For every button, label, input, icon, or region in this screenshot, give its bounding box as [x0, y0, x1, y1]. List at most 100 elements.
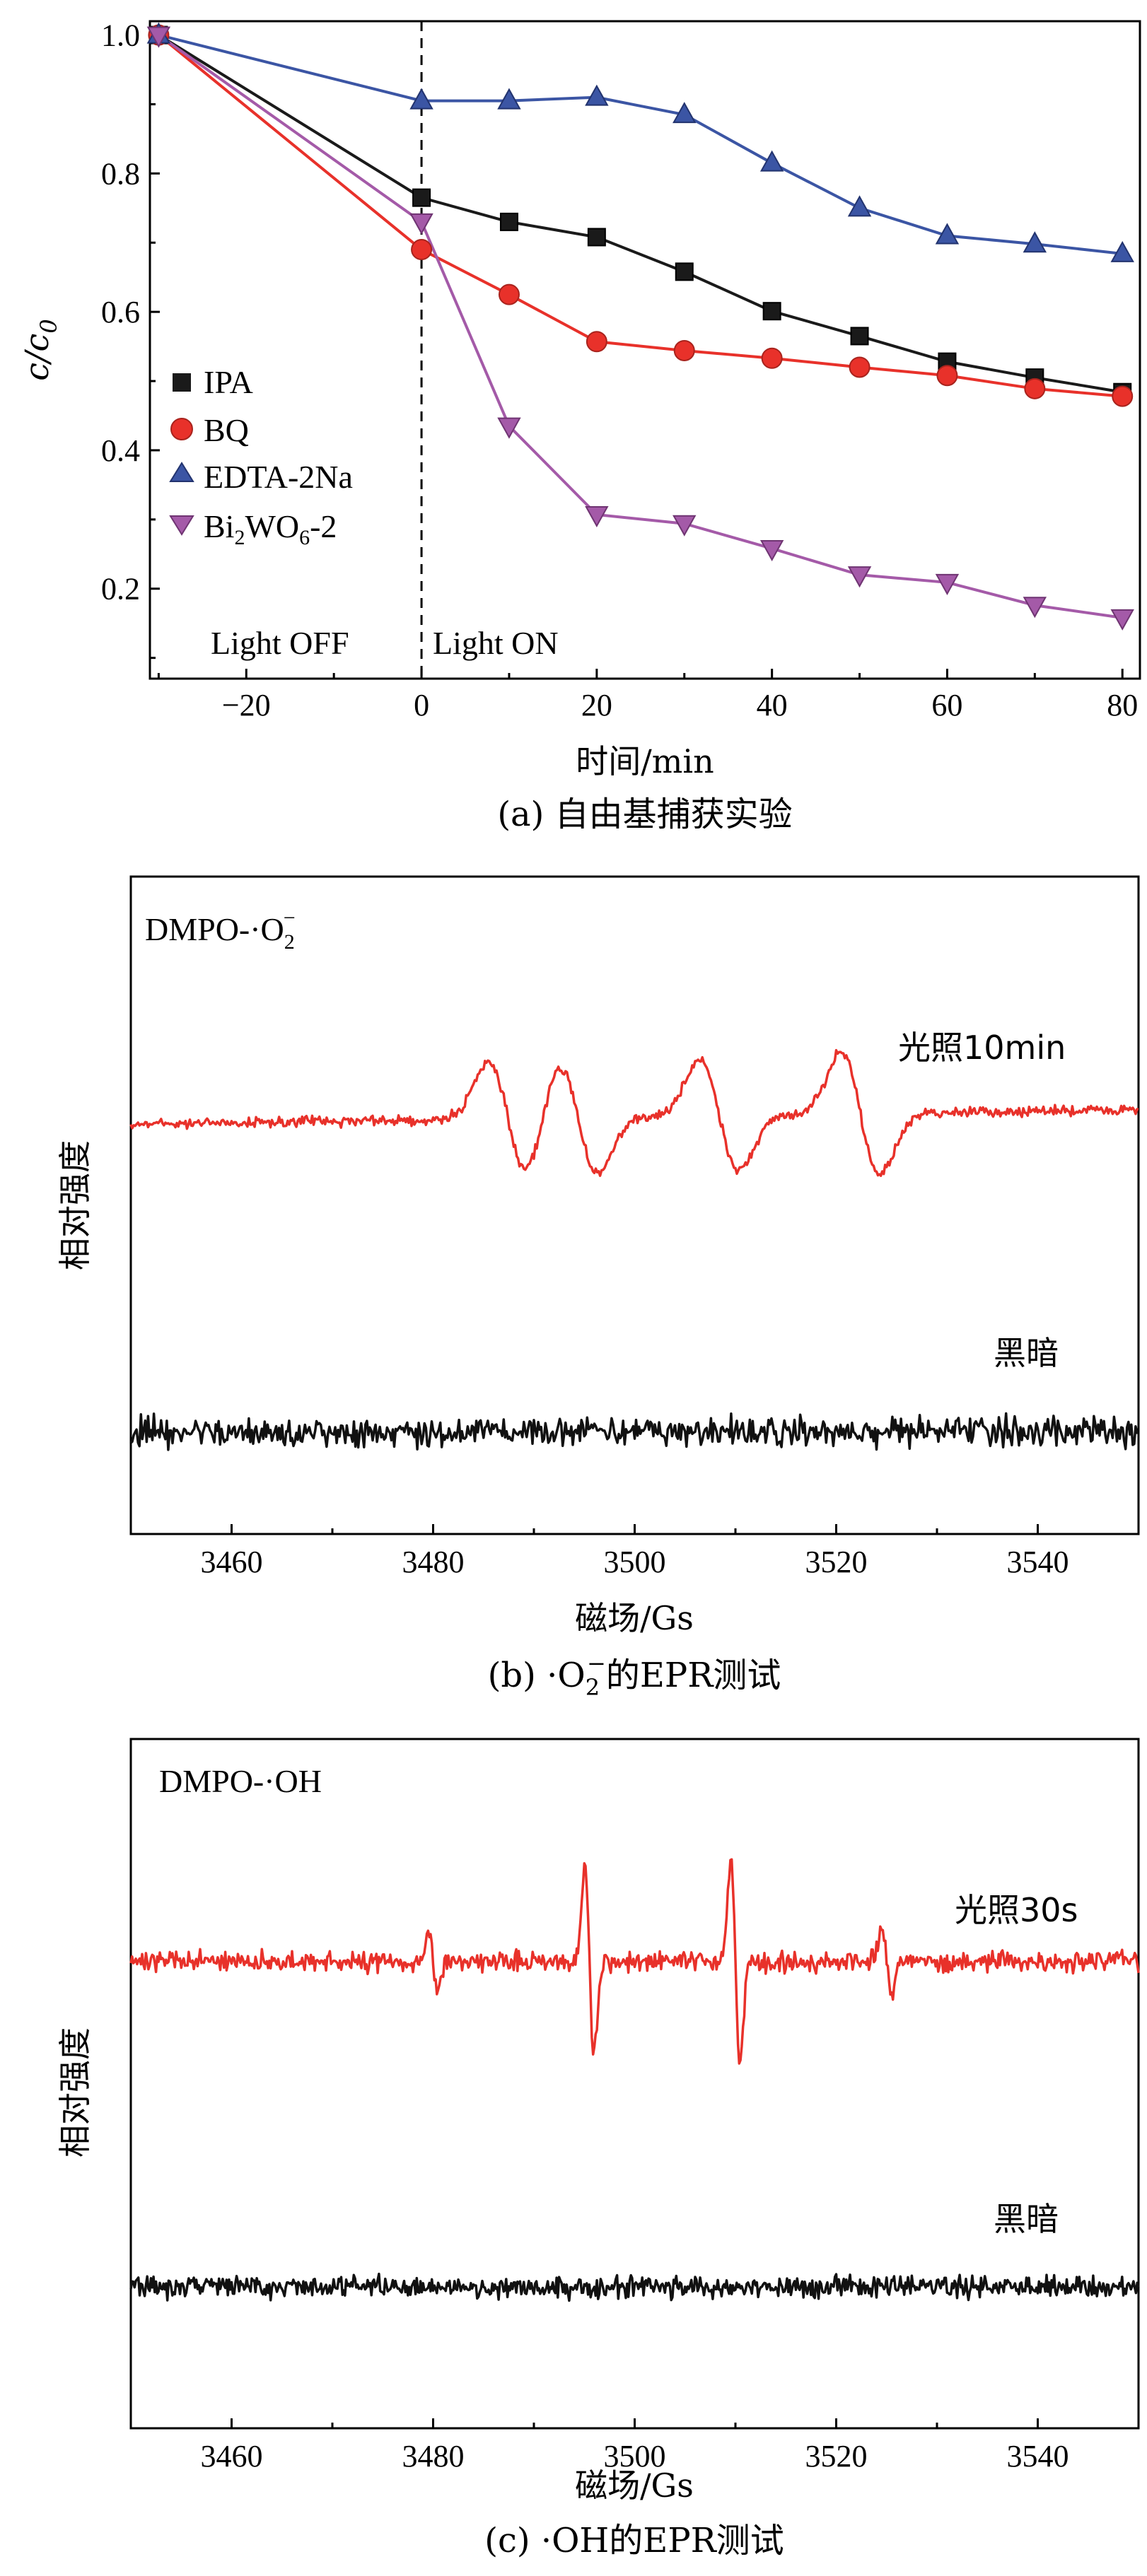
legend-bi-text: Bi: [204, 508, 234, 544]
panel-a-ticks: −20 0 20 40 60 80 0.2 0.4 0.6 0.8 1.0: [101, 18, 1138, 722]
panel-a-ylabel-main: c/c: [18, 334, 56, 381]
data-point: [1023, 231, 1047, 253]
legend-label-bq: BQ: [204, 412, 249, 448]
data-point: [587, 228, 606, 247]
data-point: [673, 339, 695, 361]
panel-b-caption: (b) ·O2−的EPR测试: [488, 1650, 781, 1701]
light-off-label: Light OFF: [211, 625, 349, 661]
x-tick-label: 3540: [1007, 1545, 1069, 1579]
data-point: [498, 283, 520, 305]
panel-a-ylabel-sub: 0: [35, 319, 62, 333]
panel-c-ticks: 3460 3480 3500 3520 3540: [129, 2418, 1140, 2473]
panel-c-probe-label: DMPO-·OH: [159, 1763, 322, 1799]
legend-marker-bq: [170, 418, 193, 440]
panel-c-ylabel: 相对强度: [56, 2027, 94, 2158]
data-point: [585, 505, 609, 528]
data-point: [850, 327, 869, 346]
panel-a-legend: IPA BQ EDTA-2Na Bi2WO6-2: [169, 364, 353, 549]
legend-marker-ipa: [173, 373, 191, 392]
x-tick-label: −20: [222, 688, 271, 722]
x-tick-label: 80: [1107, 688, 1138, 722]
panel-b-probe-sub: 2: [284, 930, 295, 954]
panel-b-caption-prefix: (b) ·O: [488, 1656, 586, 1695]
panel-c-caption-prefix: (c) ·OH: [484, 2521, 609, 2560]
y-tick-label: 0.2: [101, 572, 140, 607]
panel-b-ylabel: 相对强度: [56, 1140, 94, 1270]
panel-c-caption-suffix: 的EPR测试: [609, 2521, 784, 2560]
data-point: [673, 102, 697, 124]
x-tick-label: 3460: [201, 1545, 263, 1579]
panel-b-superoxide-epr: 3460 3480 3500 3520 3540 DMPO-·O2− 光照10min 黑…: [56, 875, 1140, 1701]
legend-wo-text: WO: [245, 508, 299, 544]
x-tick-label: 60: [931, 688, 962, 722]
data-point: [1110, 609, 1134, 631]
panel-b-caption-suffix: 的EPR测试: [606, 1656, 781, 1695]
legend-bi-tail: -2: [310, 508, 337, 544]
light-on-label: Light ON: [433, 625, 559, 661]
data-point: [849, 356, 871, 378]
x-tick-label: 3520: [805, 1545, 868, 1579]
x-tick-label: 3520: [805, 2439, 868, 2473]
panel-b-caption-sub: 2: [586, 1674, 600, 1701]
panel-b-light-label: 光照10min: [898, 1029, 1066, 1067]
x-tick-label: 3480: [402, 2439, 465, 2473]
data-point: [761, 347, 783, 369]
legend-label-ipa: IPA: [204, 364, 253, 400]
legend-label-edta: EDTA-2Na: [204, 459, 353, 495]
panel-a-xlabel: 时间/min: [576, 742, 714, 780]
panel-a-radical-trapping: −20 0 20 40 60 800.20.40.60.81.0 Light OFF Li…: [18, 18, 1141, 834]
y-tick-label: 1.0: [101, 18, 140, 53]
data-point: [411, 239, 433, 261]
data-point: [1110, 240, 1134, 262]
data-point: [762, 302, 781, 321]
panel-a-plot-frame: [149, 20, 1141, 680]
x-tick-label: 0: [414, 688, 429, 722]
panel-b-xlabel: 磁场/Gs: [575, 1599, 694, 1637]
panel-c-dark-label: 黑暗: [994, 2200, 1059, 2238]
data-point: [847, 195, 872, 217]
panel-c-light-trace: [129, 1858, 1140, 2065]
panel-b-ticks: 3460 3480 3500 3520 3540: [129, 1524, 1140, 1579]
data-point: [935, 223, 960, 245]
panel-b-dark-label: 黑暗: [994, 1334, 1059, 1372]
data-point: [1024, 377, 1046, 399]
data-point: [497, 417, 521, 439]
y-tick-label: 0.6: [101, 295, 140, 329]
panel-b-dark-trace: [129, 1412, 1139, 1451]
data-point: [412, 188, 431, 207]
panel-c-plot-frame: [129, 1738, 1140, 2430]
series-line-1: [158, 34, 1123, 398]
data-point: [673, 515, 697, 537]
panel-b-caption-sup: −: [587, 1650, 606, 1677]
series-line-3: [158, 33, 1123, 619]
panel-b-probe-text: DMPO-·O: [145, 911, 284, 947]
panel-a-ylabel: c/c0: [18, 319, 62, 380]
legend-bi-sub1: 2: [234, 526, 245, 549]
data-point: [1023, 597, 1047, 619]
panel-a-caption: (a) 自由基捕获实验: [497, 795, 792, 834]
legend-wo-sub2: 6: [299, 526, 310, 549]
series-line-2: [158, 33, 1123, 255]
data-point: [759, 150, 784, 172]
panel-a-series: [146, 22, 1134, 631]
data-point: [585, 84, 609, 106]
panel-b-probe-sup: −: [284, 906, 296, 930]
x-tick-label: 3500: [604, 2439, 666, 2473]
data-point: [409, 88, 433, 110]
x-tick-label: 3500: [604, 1545, 666, 1579]
data-point: [146, 26, 171, 48]
y-tick-label: 0.8: [101, 156, 140, 191]
data-point: [935, 573, 960, 595]
panel-c-hydroxyl-epr: 3460 3480 3500 3520 3540 DMPO-·OH 光照30s 黑暗 相…: [56, 1738, 1140, 2560]
x-tick-label: 3460: [201, 2439, 263, 2473]
panel-b-probe-label: DMPO-·O2−: [145, 906, 296, 954]
data-point: [499, 212, 518, 231]
legend-label-bi2wo6: Bi2WO6-2: [204, 508, 337, 549]
x-tick-label: 3480: [402, 1545, 465, 1579]
data-point: [759, 539, 784, 562]
data-point: [936, 365, 958, 387]
legend-marker-edta: [169, 462, 194, 482]
data-point: [1112, 385, 1134, 407]
panel-c-dark-trace: [129, 2272, 1140, 2302]
data-point: [586, 331, 607, 353]
